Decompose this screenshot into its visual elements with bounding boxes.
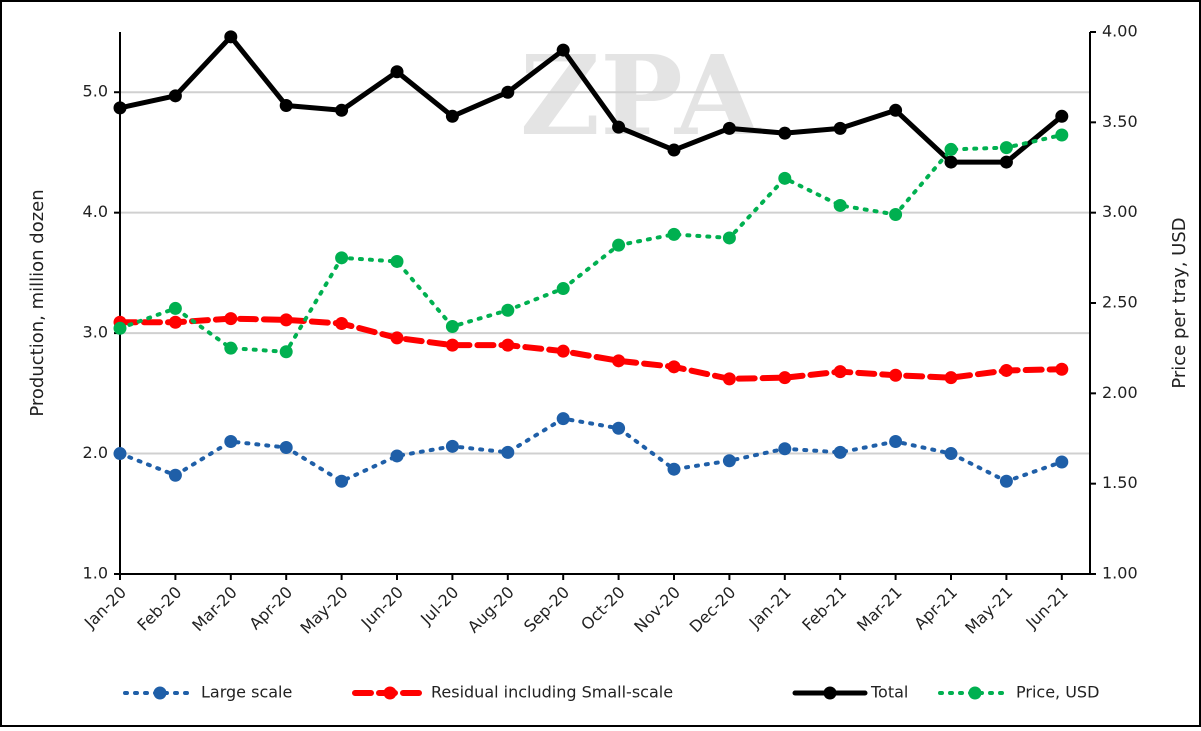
data-point — [557, 44, 570, 57]
legend-marker — [824, 687, 837, 700]
data-point — [446, 440, 459, 453]
data-point — [335, 317, 348, 330]
y2-tick-label: 1.00 — [1102, 564, 1138, 583]
legend-label: Total — [870, 683, 908, 702]
data-point — [834, 446, 847, 459]
data-point — [668, 360, 681, 373]
data-point — [723, 372, 736, 385]
watermark: ZPA — [520, 31, 762, 160]
data-point — [1000, 475, 1013, 488]
data-point — [668, 228, 681, 241]
data-point — [945, 371, 958, 384]
data-point — [612, 422, 625, 435]
data-point — [945, 156, 958, 169]
data-point — [169, 469, 182, 482]
data-point — [501, 304, 514, 317]
data-point — [778, 172, 791, 185]
y2-tick-label: 4.00 — [1102, 22, 1138, 41]
y2-tick-label: 2.50 — [1102, 293, 1138, 312]
y-tick-label: 2.0 — [83, 443, 108, 462]
data-point — [723, 122, 736, 135]
data-point — [501, 86, 514, 99]
data-point — [557, 345, 570, 358]
data-point — [114, 447, 127, 460]
data-point — [1055, 128, 1068, 141]
data-point — [945, 447, 958, 460]
y-axis-title: Production, million dozen — [27, 189, 48, 416]
data-point — [114, 322, 127, 335]
data-point — [778, 371, 791, 384]
y-tick-label: 1.0 — [83, 564, 108, 583]
data-point — [446, 339, 459, 352]
data-point — [169, 316, 182, 329]
data-point — [557, 412, 570, 425]
data-point — [280, 313, 293, 326]
data-point — [668, 144, 681, 157]
data-point — [557, 282, 570, 295]
data-point — [723, 231, 736, 244]
data-point — [280, 345, 293, 358]
data-point — [834, 365, 847, 378]
data-point — [335, 104, 348, 117]
legend-label: Residual including Small-scale — [431, 683, 673, 702]
data-point — [1000, 141, 1013, 154]
y2-tick-label: 2.00 — [1102, 383, 1138, 402]
data-point — [1055, 455, 1068, 468]
y2-tick-label: 1.50 — [1102, 473, 1138, 492]
legend-marker — [384, 687, 397, 700]
data-point — [778, 127, 791, 140]
data-point — [335, 251, 348, 264]
data-point — [889, 208, 902, 221]
legend-label: Price, USD — [1016, 683, 1099, 702]
y-tick-label: 4.0 — [83, 202, 108, 221]
data-point — [834, 199, 847, 212]
data-point — [224, 30, 237, 43]
data-point — [612, 239, 625, 252]
data-point — [889, 369, 902, 382]
data-point — [1000, 156, 1013, 169]
y-tick-label: 3.0 — [83, 323, 108, 342]
data-point — [446, 110, 459, 123]
data-point — [834, 122, 847, 135]
data-point — [1055, 110, 1068, 123]
legend-marker — [154, 687, 167, 700]
y2-tick-label: 3.00 — [1102, 202, 1138, 221]
y2-axis-title: Price per tray, USD — [1169, 217, 1190, 388]
data-point — [224, 342, 237, 355]
data-point — [446, 320, 459, 333]
data-point — [945, 143, 958, 156]
data-point — [169, 89, 182, 102]
data-point — [501, 339, 514, 352]
data-point — [391, 331, 404, 344]
data-point — [668, 463, 681, 476]
data-point — [114, 101, 127, 114]
data-point — [612, 121, 625, 134]
data-point — [1000, 364, 1013, 377]
legend-label: Large scale — [201, 683, 292, 702]
data-point — [1055, 363, 1068, 376]
data-point — [889, 435, 902, 448]
y2-tick-label: 3.50 — [1102, 112, 1138, 131]
data-point — [335, 475, 348, 488]
y-tick-label: 5.0 — [83, 82, 108, 101]
data-point — [612, 354, 625, 367]
legend-marker — [969, 687, 982, 700]
data-point — [224, 435, 237, 448]
data-point — [889, 104, 902, 117]
chart: ZPA Production, million dozen Price per … — [0, 0, 1201, 727]
data-point — [280, 99, 293, 112]
data-point — [501, 446, 514, 459]
data-point — [391, 255, 404, 268]
data-point — [280, 441, 293, 454]
data-point — [391, 449, 404, 462]
data-point — [778, 442, 791, 455]
data-point — [169, 302, 182, 315]
data-point — [391, 65, 404, 78]
data-point — [723, 454, 736, 467]
data-point — [224, 312, 237, 325]
